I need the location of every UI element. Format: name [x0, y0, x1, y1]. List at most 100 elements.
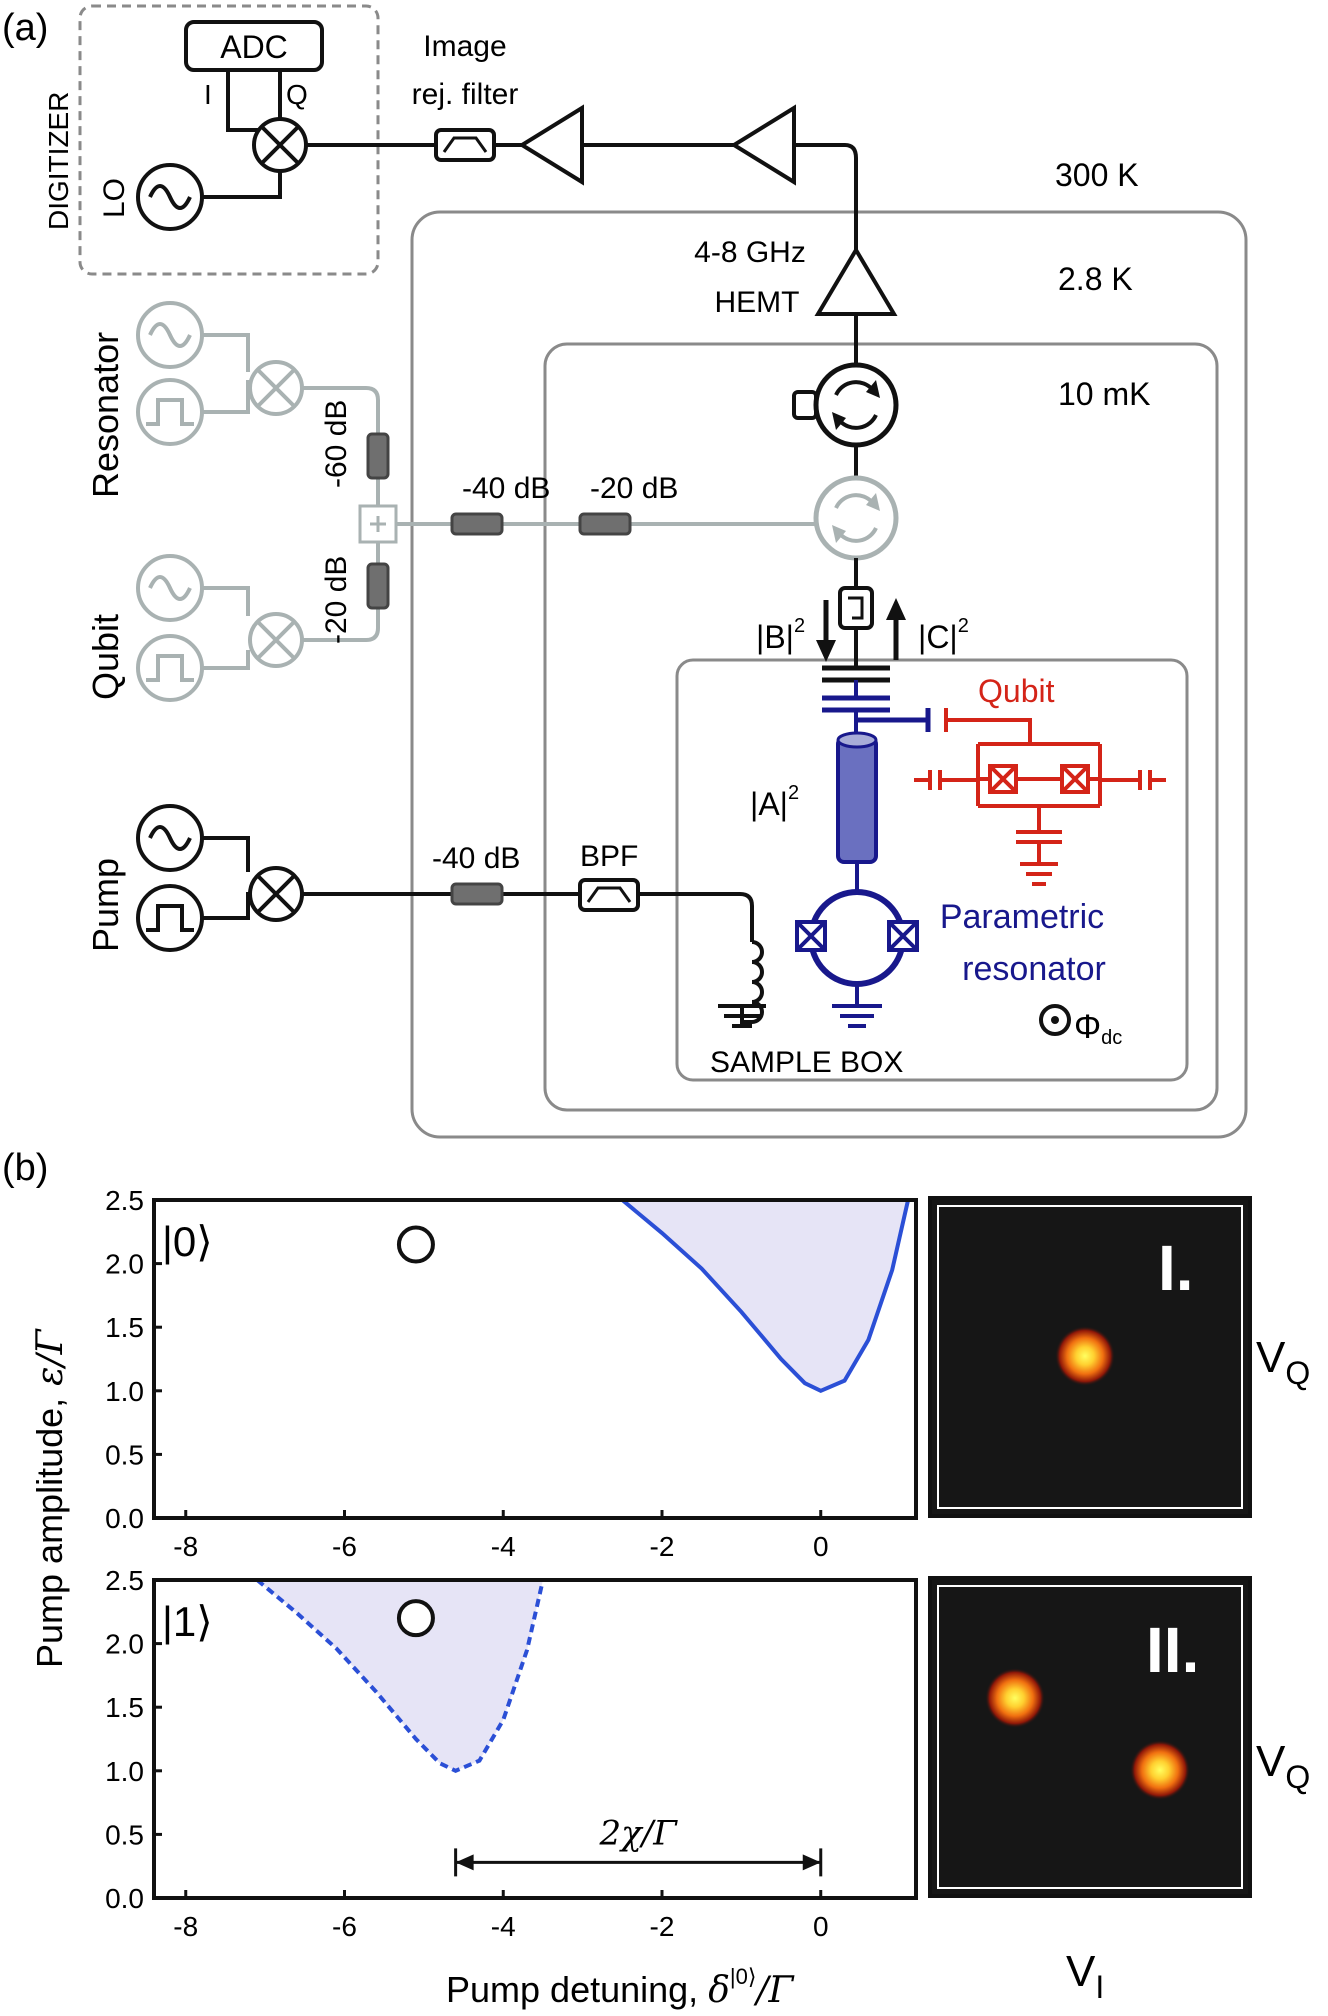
resonator-cap-ellipse [836, 731, 878, 749]
bpf-label: BPF [580, 840, 638, 873]
digitizer-label: DIGITIZER [43, 92, 74, 230]
y-tick-label: 2.5 [105, 1565, 144, 1596]
resonator-pulse-source-icon [136, 378, 204, 446]
pump-pulse-wave [146, 904, 194, 932]
qubit-label: Qubit [85, 614, 126, 700]
isolator-arrow-head-1 [866, 380, 880, 398]
chi-label: 2χ/Γ [599, 1813, 679, 1853]
vi-label: VI [1066, 1947, 1104, 2005]
x-axis-label: Pump detuning, δ|0⟩/Γ [446, 1964, 796, 2011]
cold-filter-symbol [848, 596, 864, 620]
qubit-pulse-source-icon [136, 634, 204, 702]
qubit-coupling-red [944, 708, 1032, 744]
cold-filter-icon [838, 586, 874, 630]
circulator-arrow-head-1 [866, 493, 880, 511]
param-res-label-2: resonator [962, 950, 1106, 988]
blue-cap [822, 695, 890, 713]
adc-q-label: Q [286, 79, 308, 110]
c-label: |C|2 [918, 615, 969, 655]
pump-ground [718, 1004, 766, 1028]
image-filter-label-2: rej. filter [412, 78, 519, 111]
plot-frame [152, 1578, 918, 1900]
x-tick-label: -2 [650, 1911, 675, 1942]
circulator-icon [813, 475, 899, 561]
output-line [306, 143, 858, 250]
temp-10mk: 10 mK [1058, 376, 1150, 412]
resonator-label: Resonator [85, 332, 126, 498]
vq-label-1: VQ [1256, 1333, 1310, 1391]
iq-spot-2a [985, 1668, 1045, 1728]
iq-panel-2: II. [928, 1576, 1252, 1898]
circulator-arrows [834, 493, 878, 543]
instability-region [257, 1580, 543, 1771]
iq-spot-2b [1130, 1740, 1190, 1800]
y-axis-label: Pump amplitude,ε/Γ [29, 1327, 71, 1668]
a-label: |A|2 [750, 782, 799, 822]
amplifier-1-icon [518, 104, 584, 186]
iq-panel-2-bg [928, 1576, 1252, 1898]
res-pulse-wave [146, 398, 194, 426]
x-tick-label: -8 [173, 1911, 198, 1942]
stage-2-8k-box [410, 210, 1248, 1139]
lo-label: LO [98, 178, 131, 218]
mixer-cross [260, 125, 300, 165]
qubit-circuit [914, 742, 1166, 886]
attenuator-pump-40db [450, 882, 504, 906]
x-tick-label: -4 [491, 1911, 516, 1942]
qubit-shunt-left [914, 770, 978, 790]
phi-label: Φdc [1074, 1008, 1122, 1049]
y-tick-label: 1.0 [105, 1376, 144, 1407]
qubit-label-red: Qubit [978, 673, 1055, 709]
y-tick-label: 1.5 [105, 1312, 144, 1343]
qubit-ground [1016, 806, 1062, 886]
operating-point-marker [396, 1599, 435, 1638]
res-mixer-cross [256, 368, 296, 408]
instability-region [622, 1200, 909, 1391]
iq-panel-1-label: I. [1158, 1232, 1194, 1304]
y-tick-label: 1.0 [105, 1756, 144, 1787]
qubit-rails [976, 742, 1102, 808]
hemt-amplifier-icon [814, 246, 898, 316]
chi-arrow-head-right [802, 1854, 821, 1871]
iq-panel-2-inner-border [937, 1585, 1243, 1889]
qubit-jj-left-cross [988, 764, 1018, 794]
c-arrow-head [886, 598, 906, 620]
isolator-termination [792, 390, 818, 420]
attenuator-line-40db [450, 512, 504, 536]
hemt-label-1: 4-8 GHz [694, 236, 806, 269]
isolator-arrows [834, 380, 878, 430]
pump-inductor-coil [751, 940, 764, 1024]
att-res-60db-label: -60 dB [320, 400, 353, 488]
pump-sine-wave [148, 825, 192, 851]
att-qubit-20db-label: -20 dB [320, 556, 353, 644]
x-tick-label: -6 [332, 1531, 357, 1562]
state-label: |0⟩ [162, 1218, 213, 1265]
bpf-icon [578, 878, 640, 912]
stage-10mk-box [543, 342, 1219, 1112]
x-tick-label: 0 [813, 1531, 829, 1562]
x-tick-label: -8 [173, 1531, 198, 1562]
qubit-mixer-cross [256, 620, 296, 660]
lo-to-mixer-line [202, 171, 282, 199]
y-tick-label: 2.0 [105, 1249, 144, 1280]
coupling-capacitor [822, 665, 890, 683]
flux-dot [1051, 1016, 1059, 1024]
y-tick-label: 1.5 [105, 1692, 144, 1723]
sample-box-label: SAMPLE BOX [710, 1046, 903, 1079]
qubit-sine-wave [148, 575, 192, 601]
temp-300k: 300 K [1055, 157, 1139, 193]
sample-box [675, 658, 1189, 1082]
y-tick-label: 0.0 [105, 1883, 144, 1914]
attenuator-line-20db [578, 512, 632, 536]
pump-lines [186, 836, 754, 942]
b-arrow-head [816, 640, 836, 662]
temp-2-8k: 2.8 K [1058, 261, 1133, 297]
att-line-20db-label: -20 dB [590, 472, 678, 505]
x-tick-label: -2 [650, 1531, 675, 1562]
panel-a: (a) 300 K 2.8 K 10 mK SAMPLE BOX DIGITIZ… [2, 4, 1248, 1139]
filter-symbol [442, 136, 488, 153]
chart-state-0: -8 -6 -4 -2 0 0.0 0.5 1.0 1.5 2.0 2.5 |0⟩ [105, 1185, 918, 1562]
adc-label: ADC [220, 29, 288, 65]
qubit-drive-line-2 [186, 650, 250, 670]
qubit-drive-line-1 [186, 586, 250, 616]
